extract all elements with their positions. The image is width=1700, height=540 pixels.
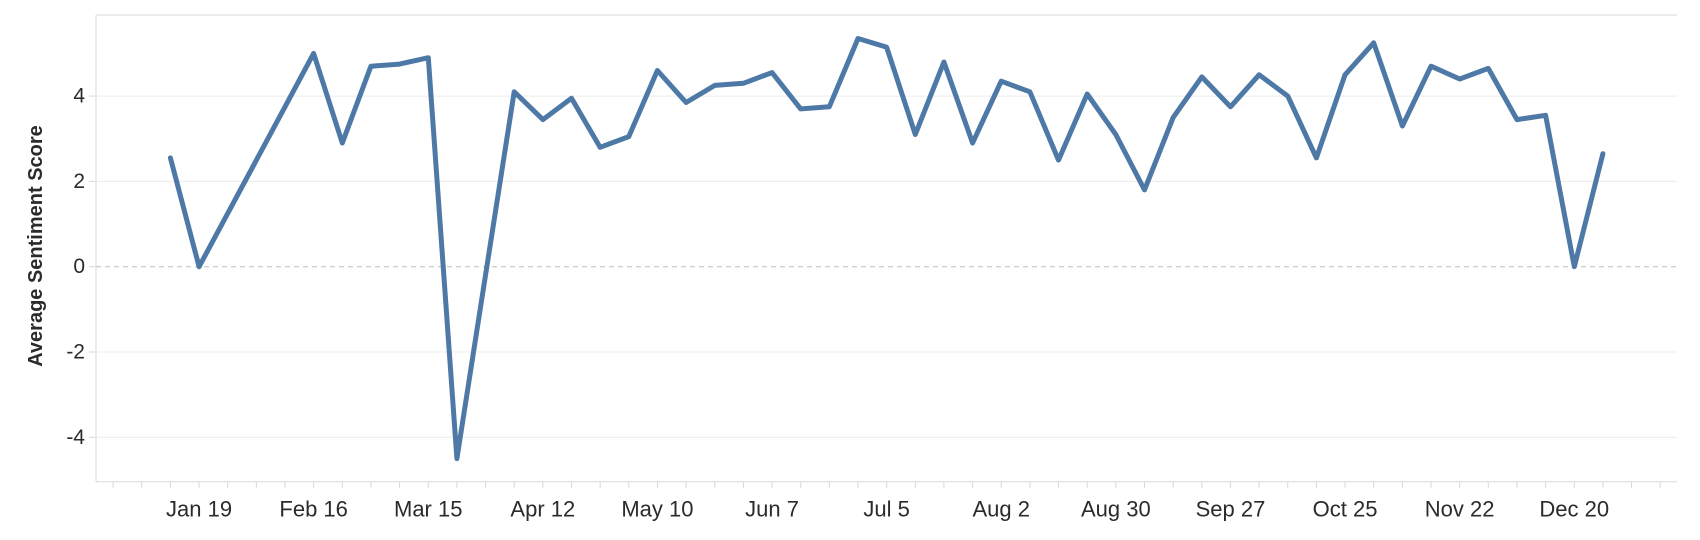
- gridlines-group: [96, 95, 1677, 438]
- ticks-group: [89, 95, 1661, 489]
- y-axis-title: Average Sentiment Score: [25, 125, 47, 367]
- x-tick-label: Jan 19: [166, 497, 232, 522]
- x-tick-label: Jul 5: [863, 497, 909, 522]
- x-tick-label: Feb 16: [279, 497, 348, 522]
- axes-group: [95, 14, 1677, 483]
- y-tick-label: 4: [73, 85, 85, 108]
- x-tick-label: Mar 15: [394, 497, 462, 522]
- x-tick-label: Nov 22: [1425, 497, 1495, 522]
- x-tick-label: Sep 27: [1196, 497, 1266, 522]
- y-tick-label: -4: [66, 426, 85, 449]
- x-tick-label: Aug 2: [973, 497, 1031, 522]
- series-line[interactable]: [167, 36, 1606, 462]
- axis-labels-group: 4 2 0 -2 -4 Jan 19 Feb 16 Mar 15 Apr 12 May 10 Jun…: [66, 85, 1609, 522]
- x-tick-label: Oct 25: [1313, 497, 1378, 522]
- x-tick-label: Dec 20: [1539, 497, 1609, 522]
- x-tick-label: May 10: [621, 497, 693, 522]
- y-tick-label: 0: [73, 255, 85, 278]
- x-tick-label: Apr 12: [510, 497, 575, 522]
- x-tick-label: Jun 7: [745, 497, 799, 522]
- series-group: [167, 36, 1606, 462]
- y-tick-label: -2: [66, 341, 85, 364]
- x-tick-label: Aug 30: [1081, 497, 1151, 522]
- y-tick-label: 2: [73, 170, 85, 193]
